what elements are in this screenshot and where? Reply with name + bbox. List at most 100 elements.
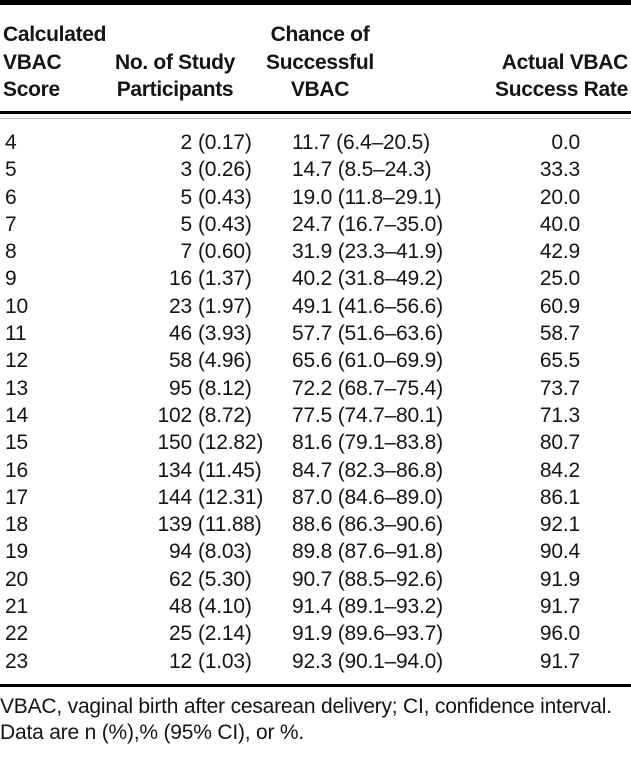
- table-row: 18 139 (11.88) 88.6 (86.3–90.6) 92.1: [0, 511, 631, 538]
- cell-actual-success-rate: 90.4: [539, 540, 580, 564]
- cell-vbac-score: 15: [5, 431, 28, 455]
- cell-vbac-score: 5: [5, 158, 17, 182]
- cell-vbac-score: 14: [5, 403, 28, 427]
- participants-count: 25: [169, 622, 192, 646]
- cell-actual-success-rate: 58.7: [539, 322, 580, 346]
- cell-actual-success-rate: 91.7: [539, 649, 580, 673]
- table-row: 9 16 (1.37) 40.2 (31.8–49.2) 25.0: [0, 265, 631, 292]
- cell-study-participants: 94 (8.03): [110, 538, 280, 565]
- cell-vbac-score: 17: [5, 485, 28, 509]
- cell-study-participants: 95 (8.12): [110, 375, 280, 402]
- cell-chance-successful-vbac: 91.9 (89.6–93.7): [292, 622, 443, 646]
- cell-actual-success-rate: 25.0: [539, 267, 580, 291]
- header-line: Score: [3, 78, 60, 101]
- cell-study-participants: 3 (0.26): [110, 156, 280, 183]
- participants-percent: (11.88): [198, 513, 262, 537]
- participants-percent: (8.12): [198, 376, 252, 400]
- table-row: 22 25 (2.14) 91.9 (89.6–93.7) 96.0: [0, 620, 631, 647]
- cell-study-participants: 25 (2.14): [110, 620, 280, 647]
- cell-chance-successful-vbac: 90.7 (88.5–92.6): [292, 567, 443, 591]
- cell-chance-successful-vbac: 91.4 (89.1–93.2): [292, 595, 443, 619]
- header-line: VBAC: [290, 78, 350, 101]
- header-separator-rule: [0, 111, 631, 114]
- cell-study-participants: 23 (1.97): [110, 293, 280, 320]
- cell-chance-successful-vbac: 65.6 (61.0–69.9): [292, 349, 443, 373]
- participants-percent: (4.10): [198, 595, 252, 619]
- cell-study-participants: 12 (1.03): [110, 648, 280, 675]
- table-row: 21 48 (4.10) 91.4 (89.1–93.2) 91.7: [0, 593, 631, 620]
- participants-percent: (0.43): [198, 185, 252, 209]
- table-top-rule: [0, 0, 631, 5]
- table-body: 4 2 (0.17) 11.7 (6.4–20.5) 0.0 5 3 (0.26…: [0, 129, 631, 675]
- cell-actual-success-rate: 71.3: [539, 403, 580, 427]
- table-row: 15 150 (12.82) 81.6 (79.1–83.8) 80.7: [0, 429, 631, 456]
- cell-chance-successful-vbac: 72.2 (68.7–75.4): [292, 376, 443, 400]
- cell-study-participants: 134 (11.45): [110, 457, 280, 484]
- participants-count: 95: [169, 376, 192, 400]
- cell-vbac-score: 12: [5, 349, 28, 373]
- cell-vbac-score: 20: [5, 567, 28, 591]
- cell-chance-successful-vbac: 24.7 (16.7–35.0): [292, 212, 443, 236]
- cell-vbac-score: 21: [5, 595, 28, 619]
- table-row: 8 7 (0.60) 31.9 (23.3–41.9) 42.9: [0, 238, 631, 265]
- participants-count: 7: [180, 240, 193, 264]
- cell-chance-successful-vbac: 11.7 (6.4–20.5): [292, 131, 430, 154]
- participants-percent: (0.60): [198, 240, 252, 264]
- cell-chance-successful-vbac: 49.1 (41.6–56.6): [292, 294, 443, 318]
- cell-chance-successful-vbac: 81.6 (79.1–83.8): [292, 431, 443, 455]
- cell-vbac-score: 9: [5, 267, 17, 291]
- table-footnotes: VBAC, vaginal birth after cesarean deliv…: [0, 694, 629, 745]
- cell-vbac-score: 7: [5, 212, 17, 236]
- cell-study-participants: 48 (4.10): [110, 593, 280, 620]
- table-row: 16 134 (11.45) 84.7 (82.3–86.8) 84.2: [0, 457, 631, 484]
- cell-actual-success-rate: 40.0: [539, 212, 580, 236]
- cell-actual-success-rate: 86.1: [539, 485, 580, 509]
- participants-count: 139: [157, 513, 193, 537]
- cell-actual-success-rate: 91.7: [539, 595, 580, 619]
- participants-percent: (1.03): [198, 649, 252, 673]
- participants-percent: (4.96): [198, 349, 252, 373]
- cell-actual-success-rate: 33.3: [539, 158, 580, 182]
- cell-study-participants: 5 (0.43): [110, 184, 280, 211]
- cell-vbac-score: 10: [5, 294, 28, 318]
- cell-actual-success-rate: 80.7: [539, 431, 580, 455]
- header-separator-thin-rule: [0, 118, 631, 119]
- table-row: 6 5 (0.43) 19.0 (11.8–29.1) 20.0: [0, 184, 631, 211]
- table-bottom-rule: [0, 684, 631, 687]
- cell-chance-successful-vbac: 19.0 (11.8–29.1): [292, 185, 442, 209]
- cell-chance-successful-vbac: 57.7 (51.6–63.6): [292, 322, 443, 346]
- cell-vbac-score: 16: [5, 458, 28, 482]
- cell-actual-success-rate: 42.9: [539, 240, 580, 264]
- participants-count: 16: [169, 267, 192, 291]
- participants-count: 12: [169, 649, 192, 673]
- participants-count: 62: [169, 567, 192, 591]
- footnote-data-format: Data are n (%),% (95% CI), or %.: [0, 720, 305, 744]
- column-header-calculated-vbac-score: Calculated VBAC Score: [3, 21, 107, 104]
- cell-chance-successful-vbac: 87.0 (84.6–89.0): [292, 485, 443, 509]
- cell-actual-success-rate: 65.5: [539, 349, 580, 373]
- footnote-abbreviations: VBAC, vaginal birth after cesarean deliv…: [0, 695, 612, 718]
- cell-actual-success-rate: 73.7: [539, 376, 580, 400]
- cell-actual-success-rate: 92.1: [539, 513, 580, 537]
- participants-count: 5: [180, 185, 193, 209]
- cell-vbac-score: 22: [5, 622, 28, 646]
- cell-vbac-score: 13: [5, 376, 28, 400]
- table-row: 17 144 (12.31) 87.0 (84.6–89.0) 86.1: [0, 484, 631, 511]
- cell-vbac-score: 6: [5, 185, 17, 209]
- participants-percent: (12.82): [198, 431, 264, 455]
- table-row: 4 2 (0.17) 11.7 (6.4–20.5) 0.0: [0, 129, 631, 156]
- participants-percent: (8.72): [198, 403, 252, 427]
- participants-count: 5: [180, 212, 193, 236]
- table-row: 5 3 (0.26) 14.7 (8.5–24.3) 33.3: [0, 156, 631, 183]
- table-row: 14 102 (8.72) 77.5 (74.7–80.1) 71.3: [0, 402, 631, 429]
- participants-count: 102: [157, 403, 193, 427]
- participants-percent: (0.26): [198, 158, 252, 182]
- cell-chance-successful-vbac: 92.3 (90.1–94.0): [292, 649, 443, 673]
- cell-vbac-score: 23: [5, 649, 28, 673]
- table-row: 19 94 (8.03) 89.8 (87.6–91.8) 90.4: [0, 538, 631, 565]
- column-header-chance-successful-vbac: Chance of Successful VBAC: [265, 21, 375, 104]
- cell-actual-success-rate: 91.9: [539, 567, 580, 591]
- cell-actual-success-rate: 96.0: [539, 622, 580, 646]
- participants-count: 94: [169, 540, 192, 564]
